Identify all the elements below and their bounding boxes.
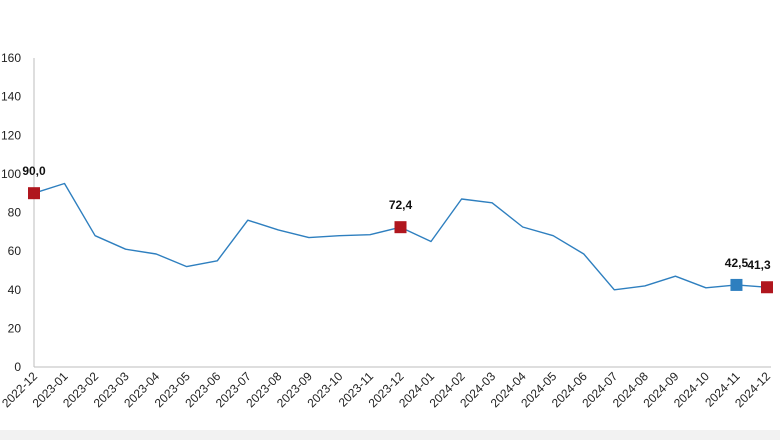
- data-label: 72,4: [389, 198, 413, 212]
- y-tick-label: 40: [8, 283, 22, 297]
- bottom-band: [0, 430, 780, 440]
- data-labels: 90,0 72,4 42,5 41,3: [22, 164, 771, 272]
- y-tick-label: 20: [8, 321, 22, 335]
- y-tick-label: 140: [1, 90, 21, 104]
- y-axis: 0 20 40 60 80 100 120 140 160: [1, 51, 35, 374]
- y-tick-label: 60: [8, 244, 22, 258]
- highlight-marker: [730, 278, 743, 291]
- y-tick-label: 160: [1, 51, 21, 65]
- highlight-marker: [761, 281, 773, 294]
- data-label: 42,5: [725, 256, 749, 270]
- data-label: 41,3: [747, 258, 771, 272]
- x-axis: 2022-122023-012023-022023-032023-042023-…: [0, 366, 773, 410]
- highlight-marker: [28, 187, 40, 200]
- data-label: 90,0: [22, 164, 46, 178]
- highlight-markers: [28, 187, 773, 294]
- y-tick-label: 0: [14, 360, 21, 374]
- highlight-marker: [394, 221, 407, 234]
- y-tick-label: 120: [1, 128, 21, 142]
- y-tick-label: 80: [8, 206, 22, 220]
- y-tick-label: 100: [1, 167, 21, 181]
